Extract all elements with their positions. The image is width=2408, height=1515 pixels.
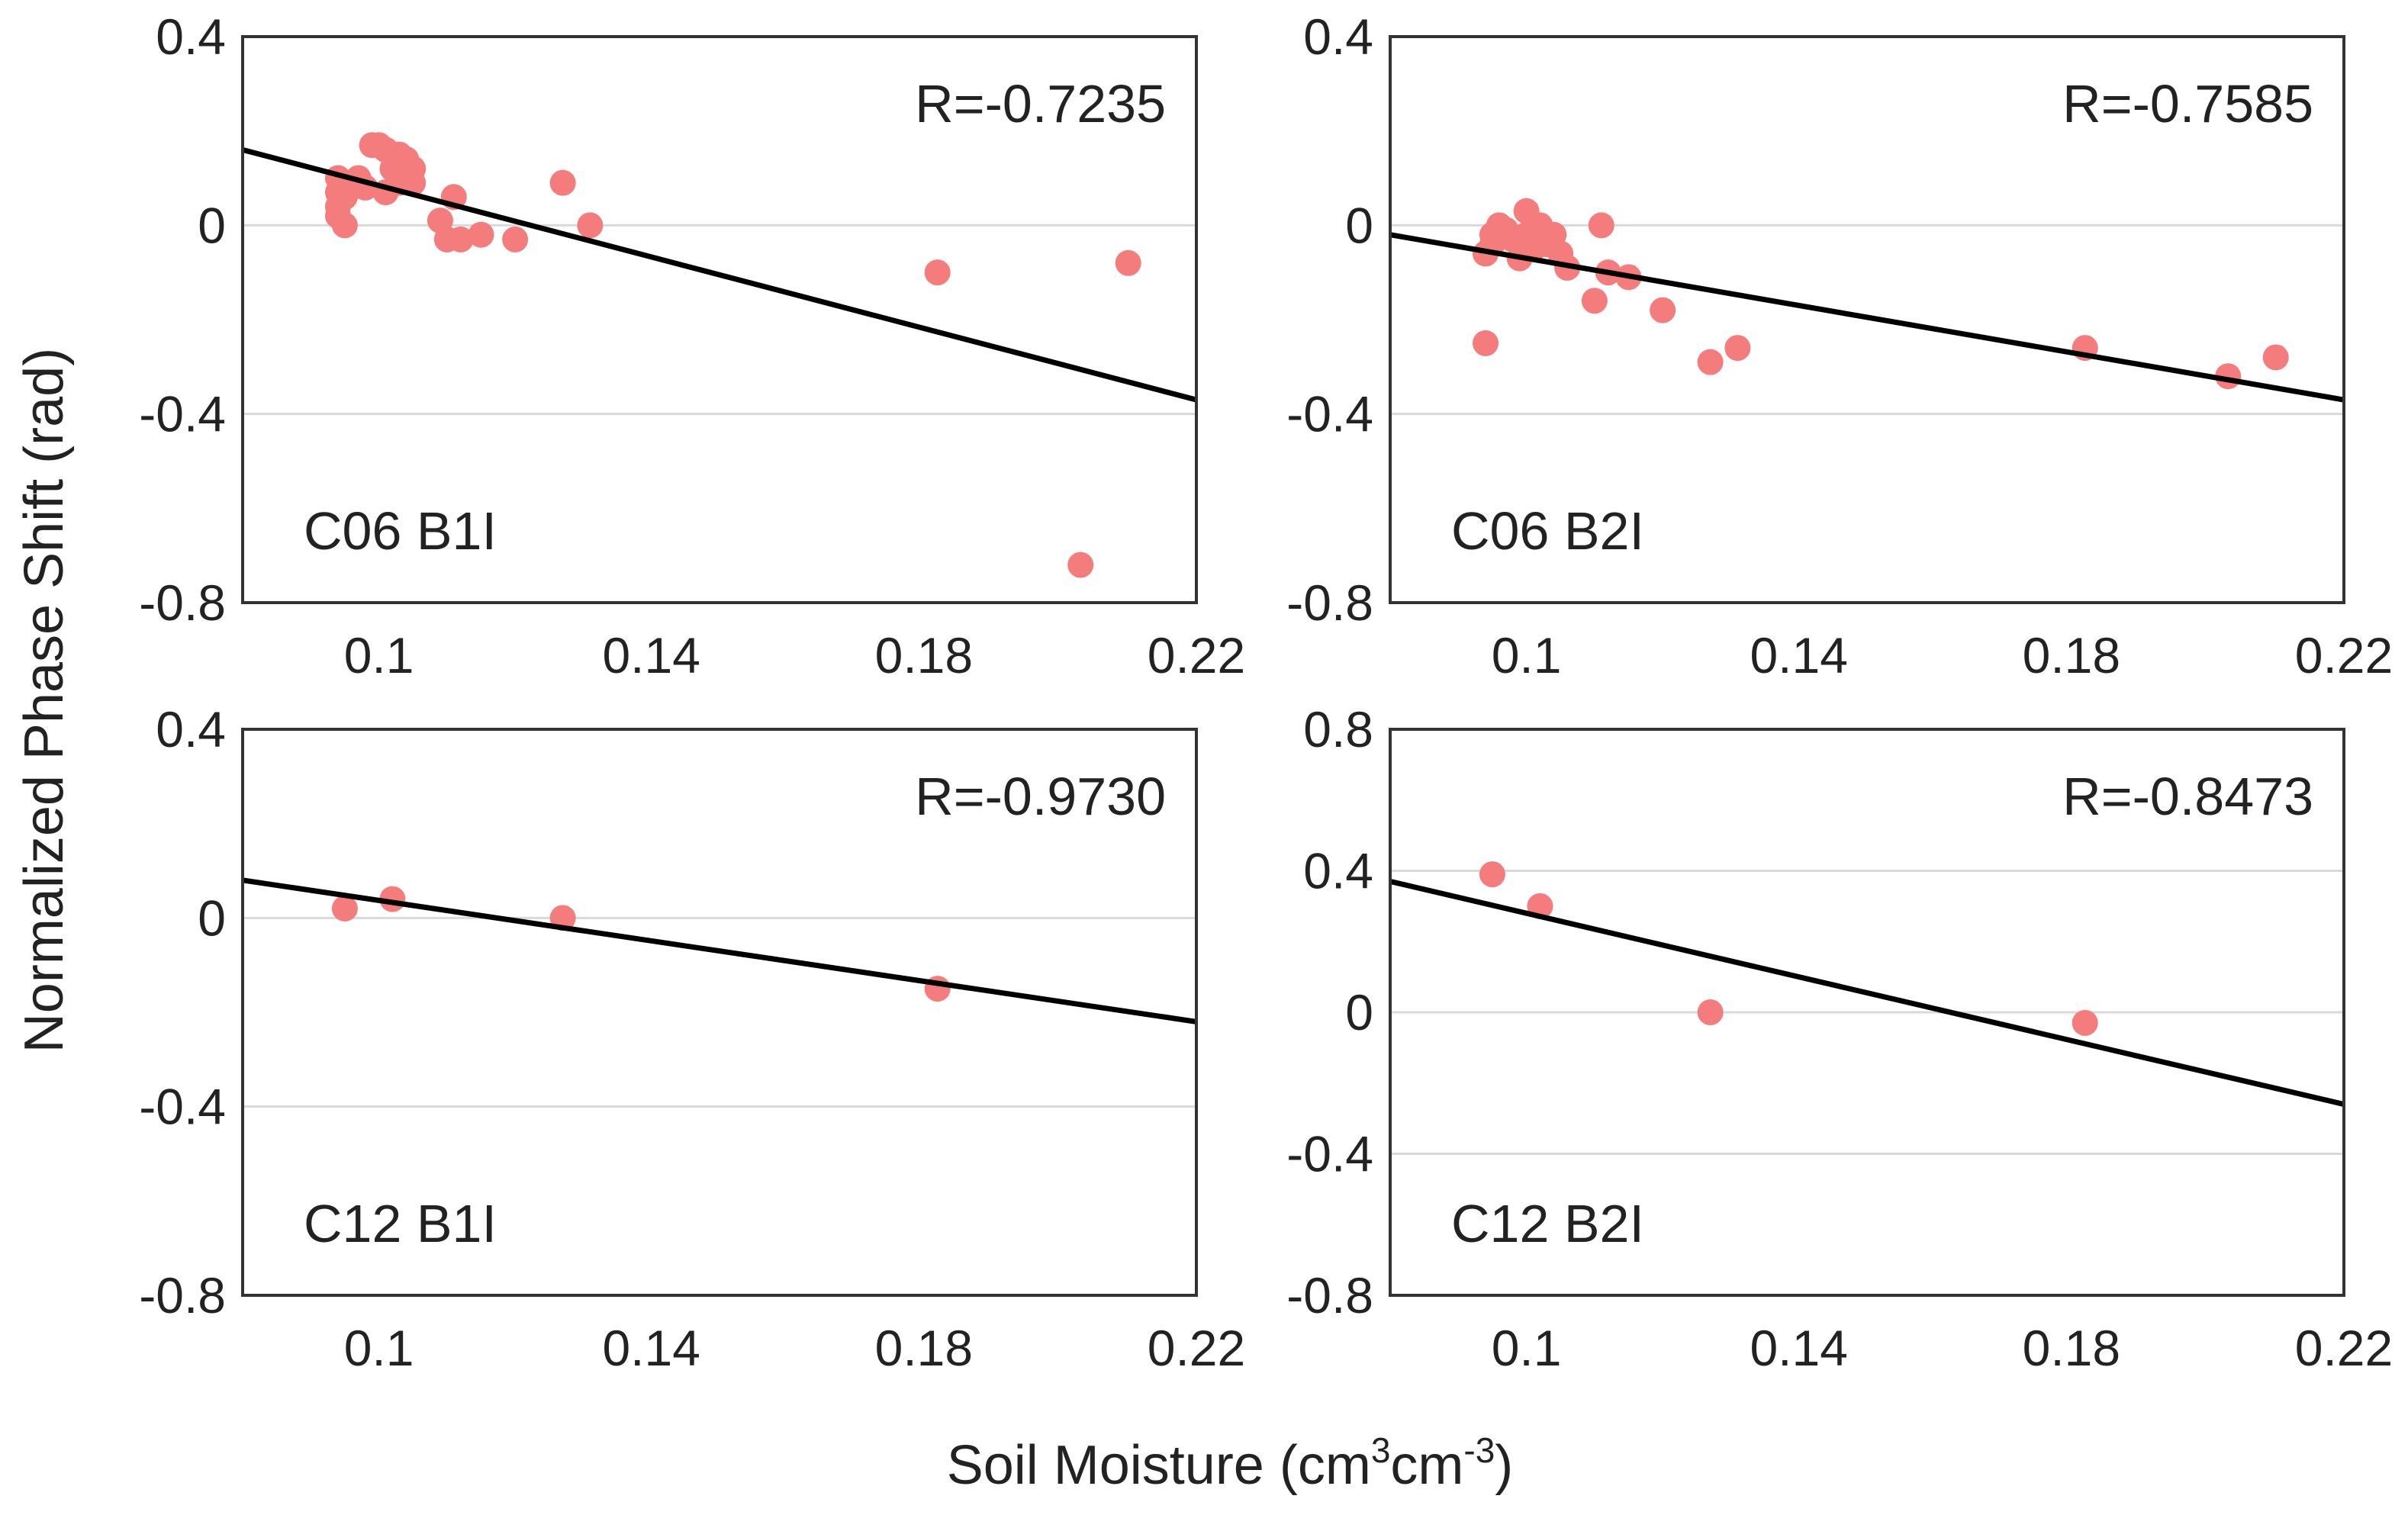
x-axis-label: Soil Moisture (cm3cm-3) xyxy=(947,1430,1514,1496)
x-tick-label: 0.14 xyxy=(602,627,700,684)
correlation-annotation: R=-0.7585 xyxy=(2062,74,2313,133)
x-tick-label: 0.22 xyxy=(1148,1320,1245,1376)
panel-label: C06 B2I xyxy=(1451,501,1644,561)
data-point xyxy=(1697,349,1724,375)
correlation-annotation: R=-0.8473 xyxy=(2062,767,2313,826)
data-point xyxy=(1473,330,1499,356)
x-axis-label-end: ) xyxy=(1495,1435,1513,1496)
data-point xyxy=(1650,297,1676,323)
x-axis-label-sup1: 3 xyxy=(1371,1430,1391,1470)
y-tick-label: -0.8 xyxy=(139,1267,226,1324)
y-tick-label: 0 xyxy=(1345,197,1373,253)
x-tick-label: 0.18 xyxy=(2023,627,2120,684)
y-axis-label: Normalized Phase Shift (rad) xyxy=(14,348,75,1053)
axes-frame xyxy=(241,35,1198,604)
correlation-annotation: R=-0.7235 xyxy=(915,74,1166,133)
data-point xyxy=(2072,1009,2098,1036)
x-tick-label: 0.14 xyxy=(1750,1320,1847,1376)
panels: 0.4 0 -0.4 -0.8 0.1 0.14 0.18 0.22 R=-0.7235 C06 … xyxy=(139,8,2393,1376)
data-point xyxy=(331,212,358,239)
y-tick-label: 0.4 xyxy=(156,8,226,65)
x-tick-label: 0.1 xyxy=(344,1320,414,1376)
y-tick-label: -0.8 xyxy=(139,574,226,631)
data-point xyxy=(1067,552,1094,578)
x-tick-label: 0.22 xyxy=(2295,1320,2393,1376)
x-axis-label-sup2: -3 xyxy=(1463,1430,1495,1470)
axes-frame xyxy=(241,728,1198,1297)
regression-line xyxy=(1390,879,2344,1107)
panel-1: 0.4 0 -0.4 -0.8 0.1 0.14 0.18 0.22 R=-0.7235 C06 … xyxy=(139,8,1245,684)
x-tick-label: 0.1 xyxy=(1492,1320,1562,1376)
data-point xyxy=(1115,249,1141,276)
plot-area xyxy=(243,132,1196,578)
panel-label: C12 B1I xyxy=(304,1194,497,1253)
data-point xyxy=(400,169,427,196)
data-point xyxy=(331,895,358,922)
panel-label: C06 B1I xyxy=(304,501,497,561)
data-point xyxy=(1724,335,1751,362)
x-tick-label: 0.18 xyxy=(2023,1320,2120,1376)
x-tick-label: 0.18 xyxy=(875,627,973,684)
data-point xyxy=(1697,999,1724,1025)
x-tick-label: 0.1 xyxy=(1492,627,1562,684)
y-tick-label: 0.8 xyxy=(1303,701,1373,758)
y-tick-label: -0.4 xyxy=(1286,386,1373,442)
data-point xyxy=(577,212,604,239)
y-tick-label: 0.4 xyxy=(156,701,226,758)
data-point xyxy=(502,226,529,252)
axes-frame xyxy=(1389,35,2345,604)
y-tick-label: -0.4 xyxy=(139,1079,226,1135)
regression-line xyxy=(243,877,1196,1024)
x-tick-label: 0.22 xyxy=(1148,627,1245,684)
x-tick-label: 0.1 xyxy=(344,627,414,684)
data-point xyxy=(549,169,576,196)
y-tick-label: 0 xyxy=(198,889,226,946)
x-axis-label-main: Soil Moisture (cm xyxy=(947,1435,1371,1496)
y-tick-label: -0.8 xyxy=(1286,574,1373,631)
data-point xyxy=(924,259,951,286)
regression-line xyxy=(1390,232,2344,403)
y-tick-label: -0.4 xyxy=(139,386,226,442)
y-tick-label: 0 xyxy=(198,197,226,253)
y-tick-label: -0.4 xyxy=(1286,1126,1373,1182)
panel-label: C12 B2I xyxy=(1451,1194,1644,1253)
regression-line xyxy=(243,147,1196,403)
y-tick-label: -0.8 xyxy=(1286,1267,1373,1324)
plot-area xyxy=(1390,198,2344,403)
axes-frame xyxy=(1389,728,2345,1297)
x-tick-label: 0.18 xyxy=(875,1320,973,1376)
correlation-annotation: R=-0.9730 xyxy=(915,767,1166,826)
data-point xyxy=(468,221,494,248)
y-tick-label: 0.4 xyxy=(1303,843,1373,899)
data-point xyxy=(1581,288,1608,314)
panel-4: 0.8 0.4 0 -0.4 -0.8 0.1 0.14 0.18 0.22 R=-0.8473 C… xyxy=(1286,701,2393,1376)
x-tick-label: 0.14 xyxy=(602,1320,700,1376)
data-point xyxy=(1479,861,1505,888)
x-axis-label-mid: cm xyxy=(1390,1435,1463,1496)
plot-area xyxy=(1390,861,2344,1107)
data-point xyxy=(447,226,474,252)
y-tick-label: 0.4 xyxy=(1303,8,1373,65)
x-tick-label: 0.22 xyxy=(2295,627,2393,684)
plot-area xyxy=(243,877,1196,1024)
y-tick-label: 0 xyxy=(1345,984,1373,1041)
x-tick-label: 0.14 xyxy=(1750,627,1847,684)
panel-2: 0.4 0 -0.4 -0.8 0.1 0.14 0.18 0.22 R=-0.7585 C06 … xyxy=(1286,8,2393,684)
data-point xyxy=(1588,212,1614,239)
panel-3: 0.4 0 -0.4 -0.8 0.1 0.14 0.18 0.22 R=-0.9730 C12 … xyxy=(139,701,1245,1376)
data-point xyxy=(2262,344,2289,371)
